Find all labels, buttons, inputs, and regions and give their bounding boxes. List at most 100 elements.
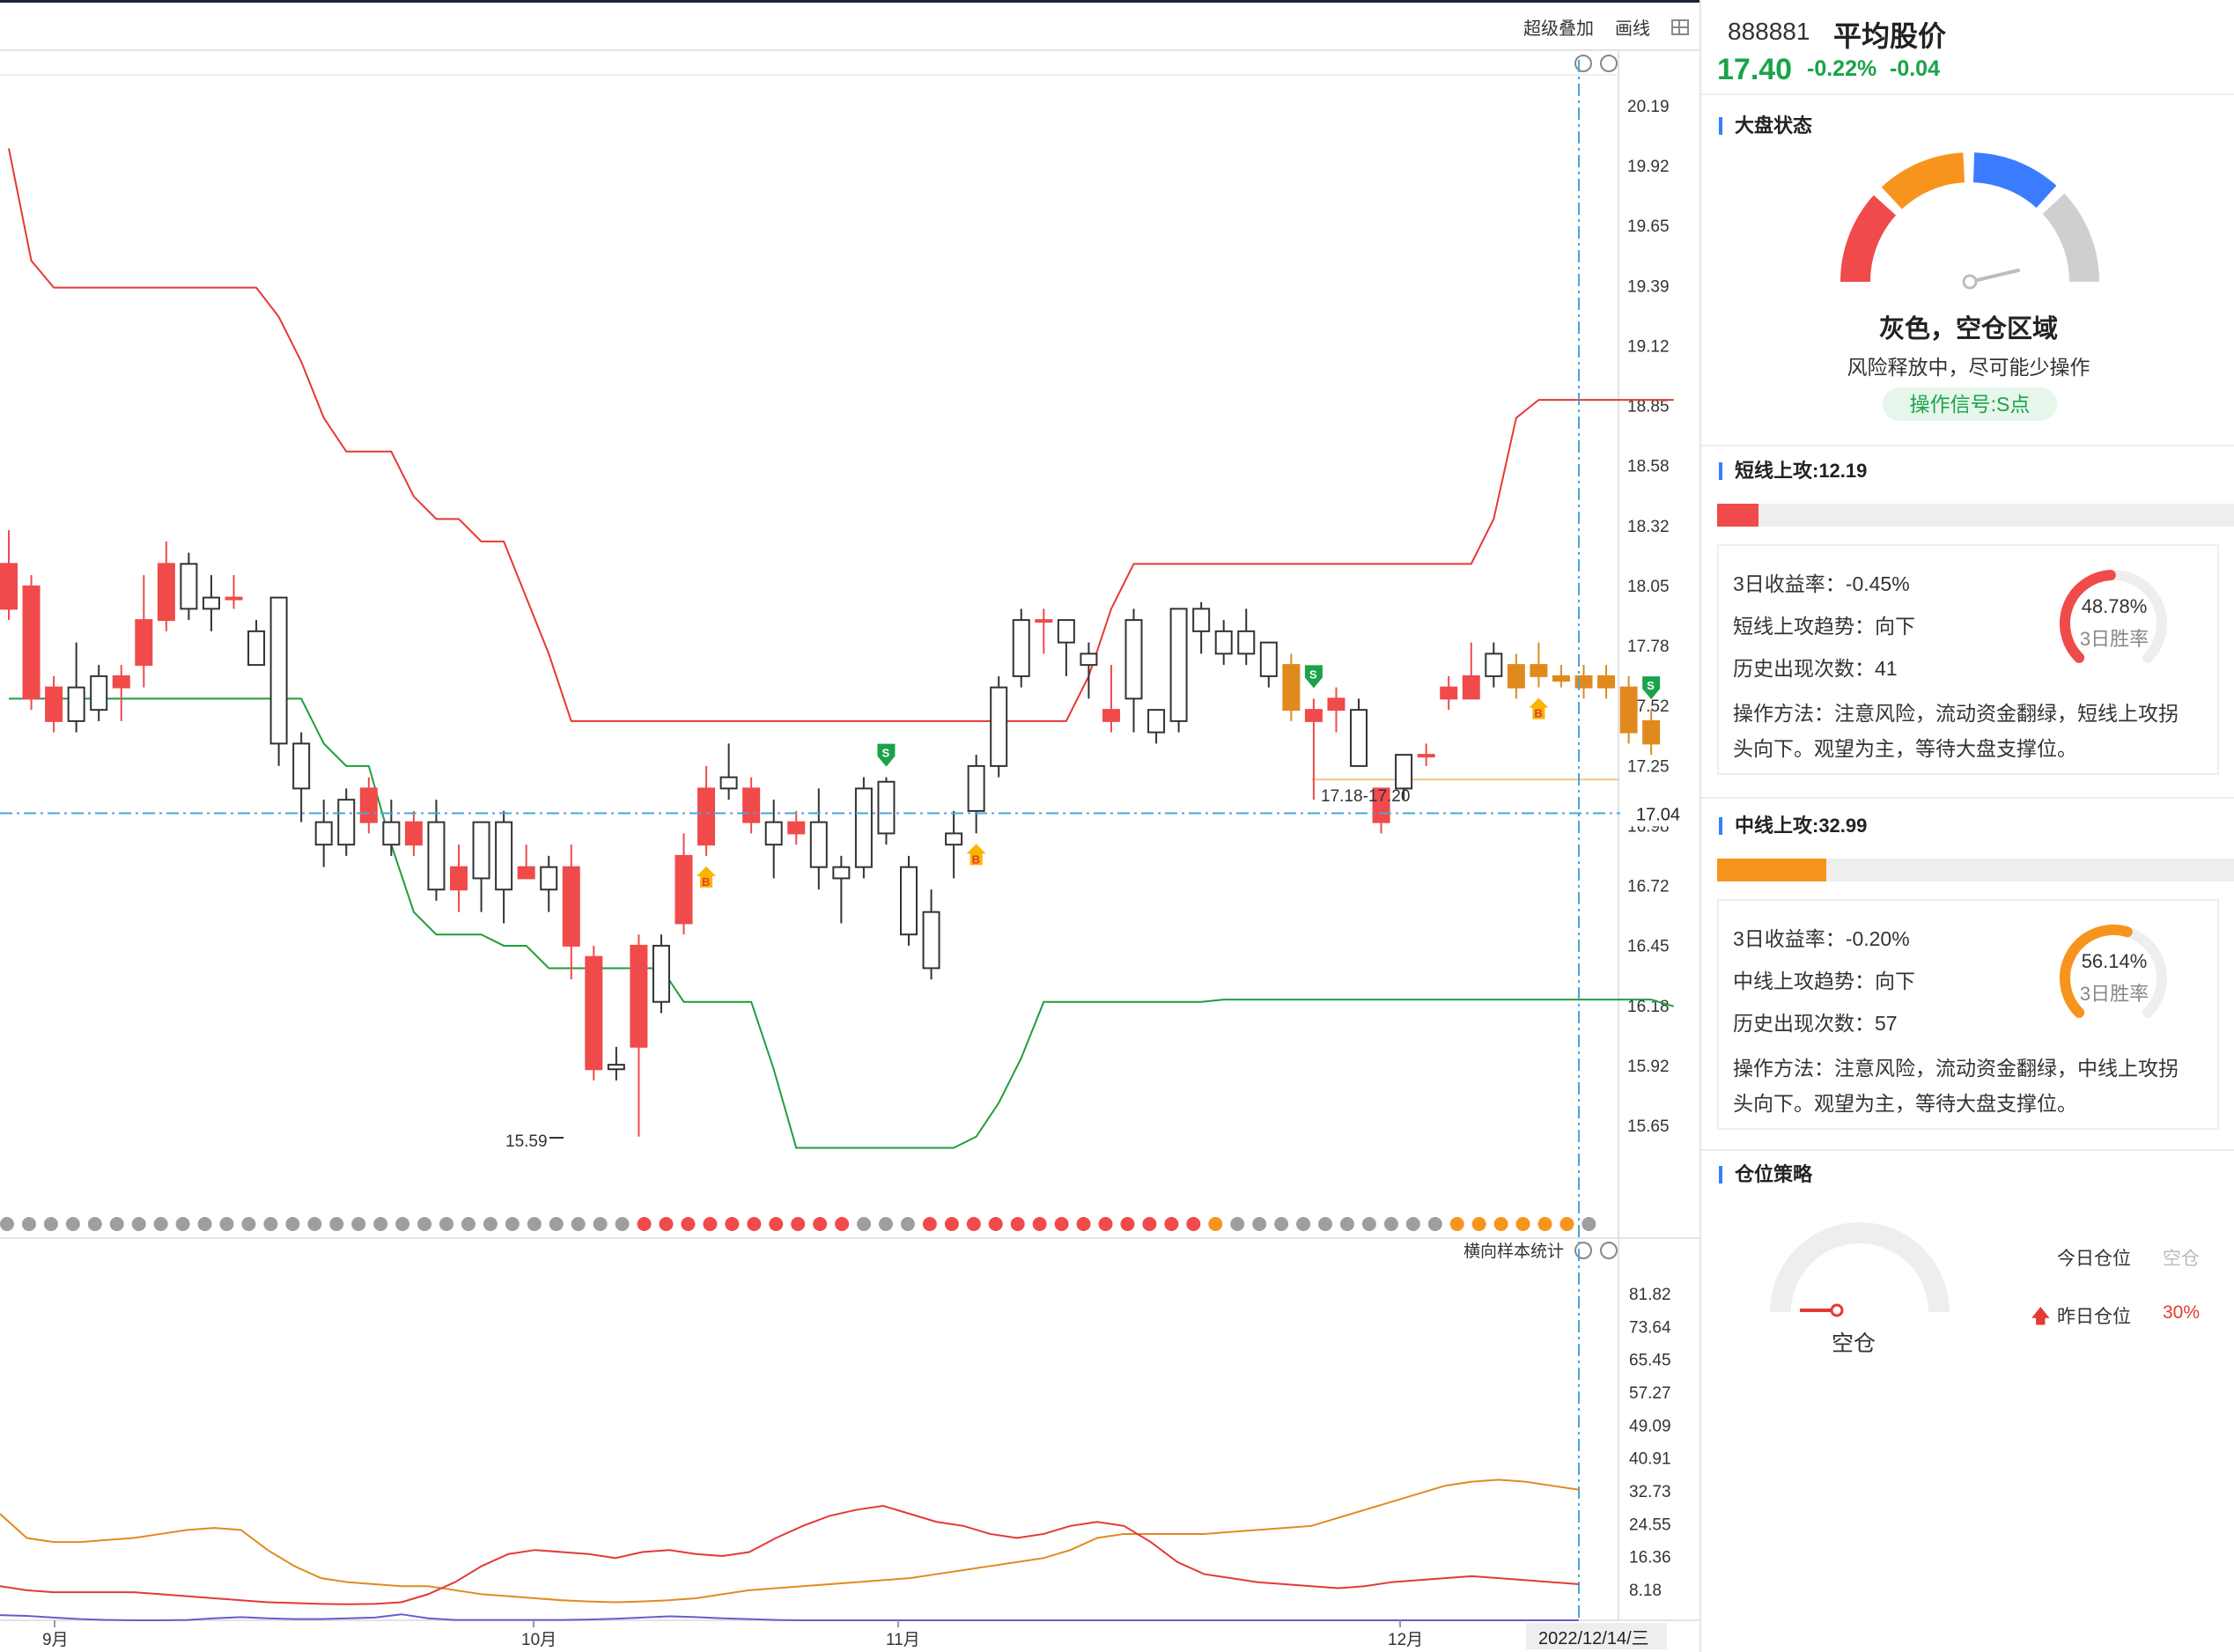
status-dot	[1186, 1217, 1201, 1231]
candle-body	[1350, 709, 1368, 767]
candle	[22, 575, 41, 711]
candle	[1080, 642, 1098, 699]
time-tick-label: 12月	[1388, 1631, 1423, 1649]
status-dot	[1559, 1217, 1574, 1231]
candle-body	[1169, 608, 1188, 722]
layout-grid-icon[interactable]	[1671, 18, 1689, 35]
candle-body	[427, 821, 446, 891]
time-tick-label: 11月	[886, 1631, 920, 1649]
arrow-up-icon: 🡅	[2031, 1305, 2051, 1327]
price-tick-label: 17.78	[1627, 638, 1670, 656]
candle	[1147, 709, 1166, 744]
status-dot	[835, 1217, 850, 1231]
candle-body	[1485, 653, 1503, 677]
status-dot	[879, 1217, 893, 1231]
candle	[787, 810, 806, 845]
indicator-tick-label: 32.73	[1629, 1483, 1671, 1501]
chart-toolbar: 超级叠加 画线	[1523, 14, 1689, 40]
gauge-segment	[1840, 195, 1897, 283]
candle-body	[1192, 608, 1211, 632]
mid-win-rate-value: 56.14%	[2081, 950, 2148, 972]
status-dot	[1427, 1217, 1442, 1231]
status-dot	[21, 1217, 36, 1231]
candle	[450, 844, 468, 912]
status-dot	[1405, 1217, 1420, 1231]
status-dot	[725, 1217, 740, 1231]
status-dot	[527, 1217, 542, 1231]
candle-body	[450, 866, 468, 891]
candle	[832, 855, 851, 924]
status-dot	[1471, 1217, 1486, 1231]
window-top-edge	[0, 0, 1699, 3]
sell-signal: S	[1304, 665, 1323, 689]
status-dot	[1164, 1217, 1179, 1231]
time-tick-label: 10月	[521, 1631, 557, 1649]
candle-body	[517, 866, 535, 880]
candle-body	[764, 821, 783, 846]
sell-signal: S	[877, 743, 896, 767]
price-tick-label: 18.85	[1627, 398, 1670, 417]
status-dot	[109, 1217, 124, 1231]
candle	[1552, 665, 1570, 688]
overlay-button[interactable]: 超级叠加	[1523, 19, 1594, 39]
draw-line-button[interactable]: 画线	[1615, 19, 1650, 39]
candle	[1214, 620, 1233, 666]
candle	[1417, 743, 1435, 766]
mid-history-count: 历史出现次数：57	[1733, 1012, 1898, 1035]
market-status-title: 大盘状态	[1719, 116, 1812, 136]
status-dot	[703, 1217, 718, 1231]
candle-body	[292, 742, 311, 790]
candle	[1642, 710, 1661, 756]
candle-body	[1102, 709, 1120, 722]
candle	[337, 788, 356, 856]
candle-body	[787, 821, 806, 835]
candle-body	[1214, 630, 1233, 655]
candle	[1259, 641, 1278, 688]
short-method: 操作方法：注意风险，流动资金翻绿，短线上攻拐头向下。观望为主，等待大盘支撑位。	[1733, 702, 2179, 760]
mid-attack-bar	[1717, 859, 2234, 881]
candle	[764, 800, 783, 879]
candle-body	[1507, 664, 1525, 689]
status-dot	[615, 1217, 630, 1231]
ring-arc	[2060, 570, 2116, 663]
candle-body	[742, 787, 761, 823]
indicator-tick-label: 81.82	[1629, 1286, 1671, 1304]
crosshair-date-label: 2022/12/14/三	[1538, 1629, 1649, 1648]
mid-win-rate-ring	[2060, 925, 2167, 1018]
short-win-rate-label: 3日胜率	[2079, 628, 2149, 650]
status-dot	[417, 1217, 432, 1231]
price-tick-label: 17.25	[1627, 757, 1670, 776]
kline-chart[interactable]: 20.19 19.92 19.65 19.39 19.12 18.85 18.58 18.32…	[0, 0, 1699, 1652]
candle	[809, 788, 828, 890]
candle	[495, 810, 513, 924]
candle-body	[45, 686, 63, 722]
price-tick-label: 19.65	[1627, 218, 1670, 236]
operation-signal-badge: 操作信号:S点	[1883, 387, 2057, 421]
candle-body	[202, 596, 220, 610]
candle	[269, 596, 288, 766]
candle	[314, 800, 333, 867]
candle	[1507, 653, 1525, 699]
help-icon	[1600, 1242, 1618, 1259]
sell-arrow-icon	[877, 743, 896, 767]
candle	[112, 665, 130, 721]
candle	[1169, 608, 1188, 733]
today-position-value: 空仓	[2163, 1249, 2200, 1269]
mid-attack-title: 中线上攻:32.99	[1719, 816, 1867, 836]
price-tick-label: 20.19	[1627, 98, 1670, 116]
mid-attack-info: 3日收益率：-0.20% 中线上攻趋势：向下 历史出现次数：57 操作方法：注意…	[1717, 899, 2219, 1130]
status-dot	[681, 1217, 696, 1231]
candle-body	[495, 821, 513, 891]
gauge-segment	[1881, 152, 1965, 210]
candle-body	[1462, 675, 1480, 700]
candle-body	[112, 675, 130, 689]
sell-arrow-icon	[1304, 665, 1323, 689]
price-tick-label: 17.52	[1627, 697, 1670, 716]
stock-code: 888881	[1728, 18, 1810, 45]
candle-body	[1304, 709, 1323, 722]
price-tick-label: 19.92	[1627, 158, 1670, 176]
candle	[1440, 675, 1458, 711]
price-tick-label: 16.45	[1627, 938, 1670, 956]
candle	[1327, 687, 1346, 733]
candle-body	[359, 787, 378, 823]
